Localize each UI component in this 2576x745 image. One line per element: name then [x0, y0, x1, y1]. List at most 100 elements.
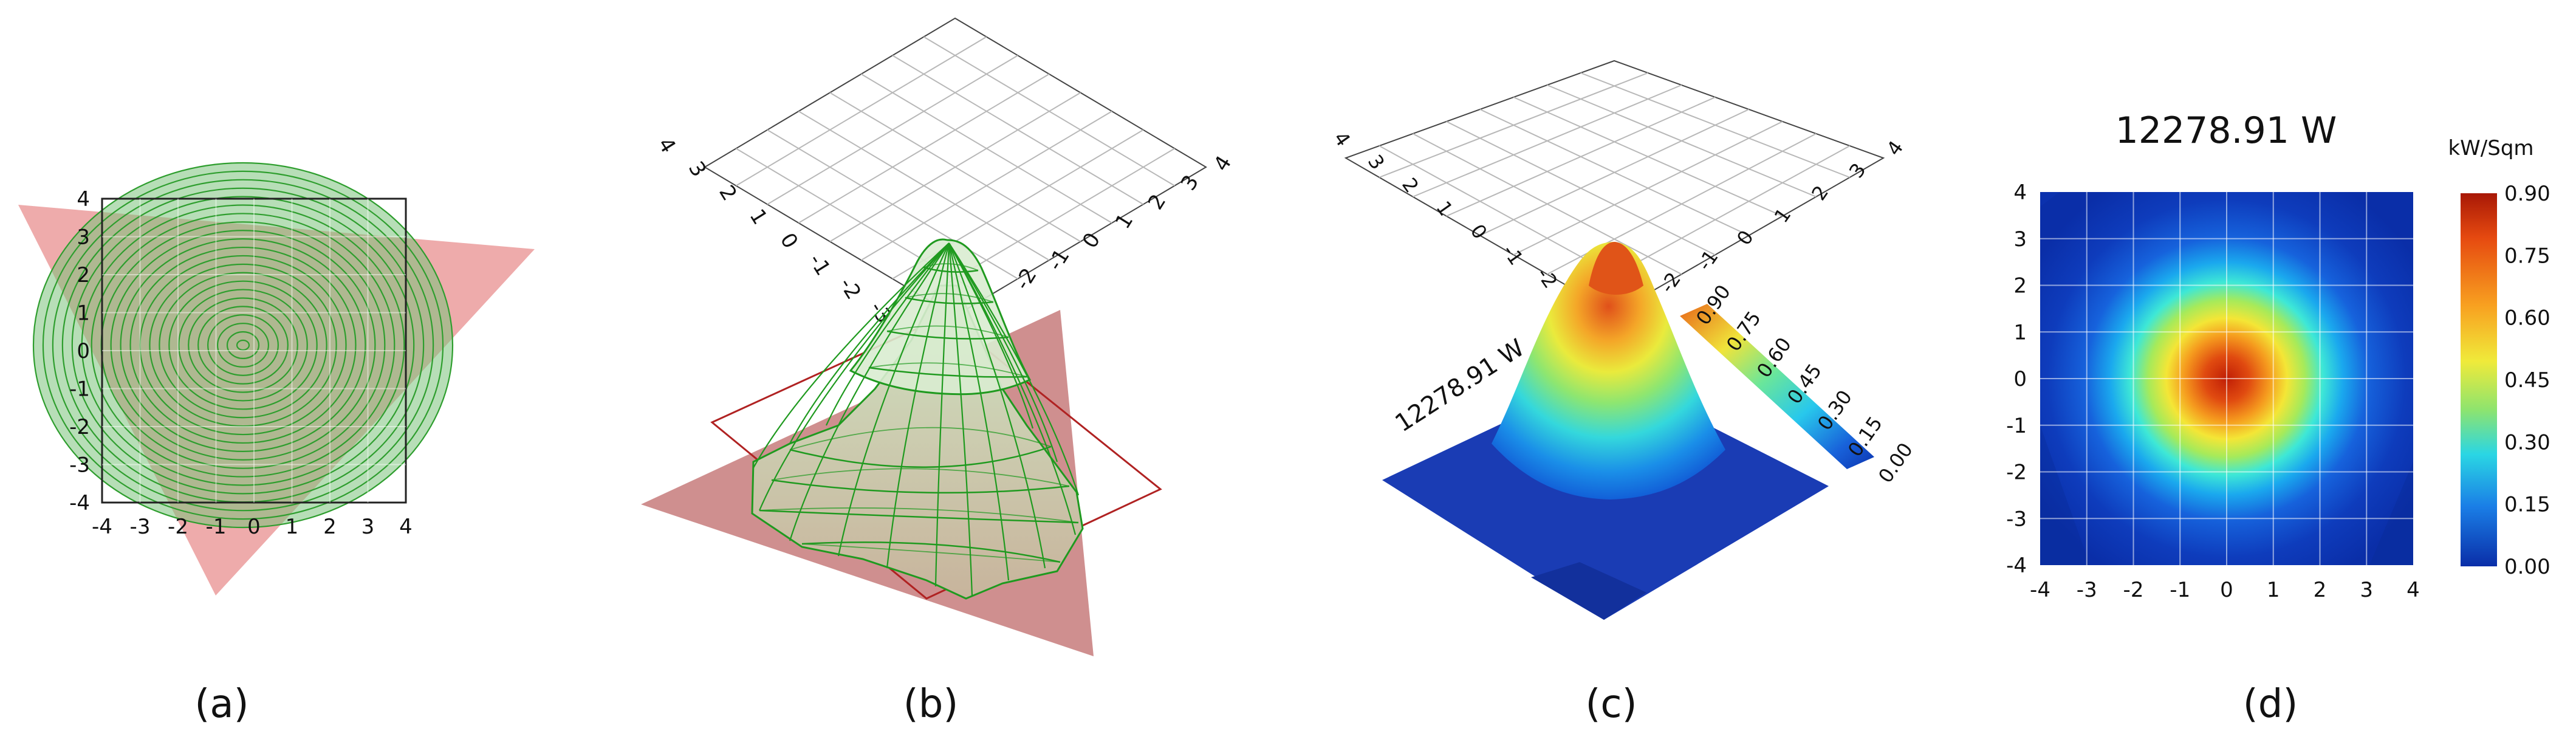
mesh-meridian — [837, 242, 950, 557]
heatmap-y-tick-label: 1 — [2013, 320, 2027, 345]
heatmap-y-ticks: 4 3 2 1 0 -1 -2 -3 -4 — [2006, 180, 2027, 578]
peak-surface-c — [1492, 242, 1725, 500]
colorbar-ticks: 0.90 0.75 0.60 0.45 0.30 0.15 0.00 — [2504, 182, 2550, 579]
concentric-circle — [197, 306, 289, 385]
y-tick-label-a: -4 — [69, 491, 90, 515]
mesh-meridian — [826, 242, 950, 426]
grid-line — [923, 36, 1175, 187]
base-shadow-c — [1531, 562, 1646, 620]
axis-tick-label: -2 — [834, 273, 866, 304]
x-tick-label-a: -4 — [92, 515, 112, 539]
peak-cap-c — [1589, 242, 1643, 295]
y-tick-label-a: -1 — [69, 377, 90, 402]
heatmap-corner-shade-br — [2369, 462, 2413, 565]
colorbar-c — [1680, 304, 1874, 469]
caption-d: (d) — [2243, 682, 2298, 727]
colorbar-c-tick-label: 0.00 — [1874, 439, 1917, 487]
mesh-ring-back — [886, 325, 1009, 338]
axis-tick-label: 4 — [1882, 136, 1908, 159]
y-tick-label-a: 3 — [77, 225, 90, 250]
mesh-meridian — [948, 242, 1010, 581]
concentric-circle — [91, 213, 396, 478]
axis-tick-label: 4 — [1209, 151, 1236, 176]
mesh-meridian — [789, 242, 950, 541]
concentric-circle — [120, 238, 366, 452]
mesh-meridian — [886, 242, 950, 569]
mesh-meridian — [948, 242, 973, 596]
grid-line — [860, 74, 1112, 224]
axis-tick-label: -1 — [804, 250, 835, 280]
colorbar-tick-label: 0.30 — [2504, 430, 2550, 455]
heatmap-x-tick-label: 1 — [2267, 578, 2280, 602]
grid-line — [860, 111, 1112, 261]
colorbar — [2461, 193, 2497, 566]
concentric-circle — [52, 179, 434, 512]
mesh-meridian — [948, 242, 1034, 429]
mesh-ring — [886, 330, 1009, 340]
heatmap-x-tick-label: -1 — [2170, 578, 2190, 602]
concentric-circle — [32, 162, 454, 529]
mesh-meridian — [948, 242, 1080, 496]
mesh-meridian — [789, 242, 950, 444]
heatmap-corner-shade-tl — [2040, 192, 2060, 207]
axis-tick-label: 4 — [653, 133, 680, 157]
heatmap-x-tick-label: 3 — [2360, 578, 2373, 602]
x-tick-label-a: 3 — [361, 515, 375, 539]
colorbar-tick-label: 0.75 — [2504, 244, 2550, 268]
mesh-ring-back — [868, 362, 1027, 377]
y-axis-ticks-a: 4 3 2 1 0 -1 -2 -3 -4 — [69, 187, 90, 515]
circle-disc — [33, 163, 453, 527]
heatmap-y-tick-label: 2 — [2013, 274, 2027, 298]
y-tick-label-a: -3 — [69, 453, 90, 478]
axis-tick-label: 4 — [1329, 127, 1355, 150]
grid-line — [1513, 97, 1783, 217]
grid-line — [1547, 84, 1817, 197]
concentric-circle — [110, 230, 376, 461]
heatmap-x-tick-label: 0 — [2220, 578, 2233, 602]
grid-line — [829, 92, 1081, 242]
heatmap-y-tick-label: 3 — [2013, 227, 2027, 252]
mesh-ring — [789, 445, 1052, 468]
heatmap-x-ticks: -4 -3 -2 -1 0 1 2 3 4 — [2030, 578, 2420, 602]
mesh-meridian — [934, 242, 950, 587]
surface-mesh-lines — [753, 242, 1080, 596]
square-frame — [101, 197, 407, 504]
heatmap-corner-shade-bl — [2040, 425, 2090, 565]
mesh-ring — [868, 366, 1027, 378]
heatmap-y-tick-label: -2 — [2006, 461, 2027, 485]
concentric-circle — [159, 272, 327, 419]
mesh-ring-back — [759, 507, 1079, 523]
mesh-ring-back — [789, 427, 1052, 450]
x-tick-label-a: -2 — [168, 515, 188, 539]
mesh-meridian — [758, 242, 950, 511]
heatmap-grid — [2040, 192, 2413, 565]
concentric-circle — [81, 204, 405, 486]
caption-b: (b) — [903, 682, 959, 727]
concentric-circle — [71, 196, 415, 495]
surface-peak — [849, 238, 1032, 396]
concentric-circle — [139, 255, 347, 436]
axis-tick-label: 1 — [744, 205, 772, 229]
y-tick-label-a: 4 — [77, 187, 90, 211]
heatmap-y-tick-label: -1 — [2006, 414, 2027, 438]
axis-tick-label: 3 — [683, 157, 711, 182]
mesh-ring — [905, 297, 994, 304]
y-tick-label-a: -2 — [69, 415, 90, 439]
heatmap-y-tick-label: -4 — [2006, 554, 2027, 578]
colorbar-tick-label: 0.15 — [2504, 493, 2550, 517]
heatmap-y-tick-label: 4 — [2013, 180, 2027, 205]
concentric-circle — [207, 314, 279, 376]
concentric-circle — [42, 170, 444, 520]
panel-d-heatmap: 12278.91 W -4 -3 -2 -1 0 1 2 3 4 4 3 2 1 0 -1 -2 -3 -4 k… — [2006, 109, 2550, 602]
caption-c: (c) — [1585, 682, 1637, 727]
colorbar-tick-label: 0.90 — [2504, 182, 2550, 206]
colorbar-tick-label: 0.00 — [2504, 555, 2550, 579]
y-tick-label-a: 1 — [77, 301, 90, 326]
heatmap-x-tick-label: 4 — [2406, 578, 2420, 602]
x-tick-label-a: 1 — [286, 515, 299, 539]
colorbar-tick-label: 0.45 — [2504, 368, 2550, 393]
y-tick-label-a: 0 — [77, 339, 90, 363]
